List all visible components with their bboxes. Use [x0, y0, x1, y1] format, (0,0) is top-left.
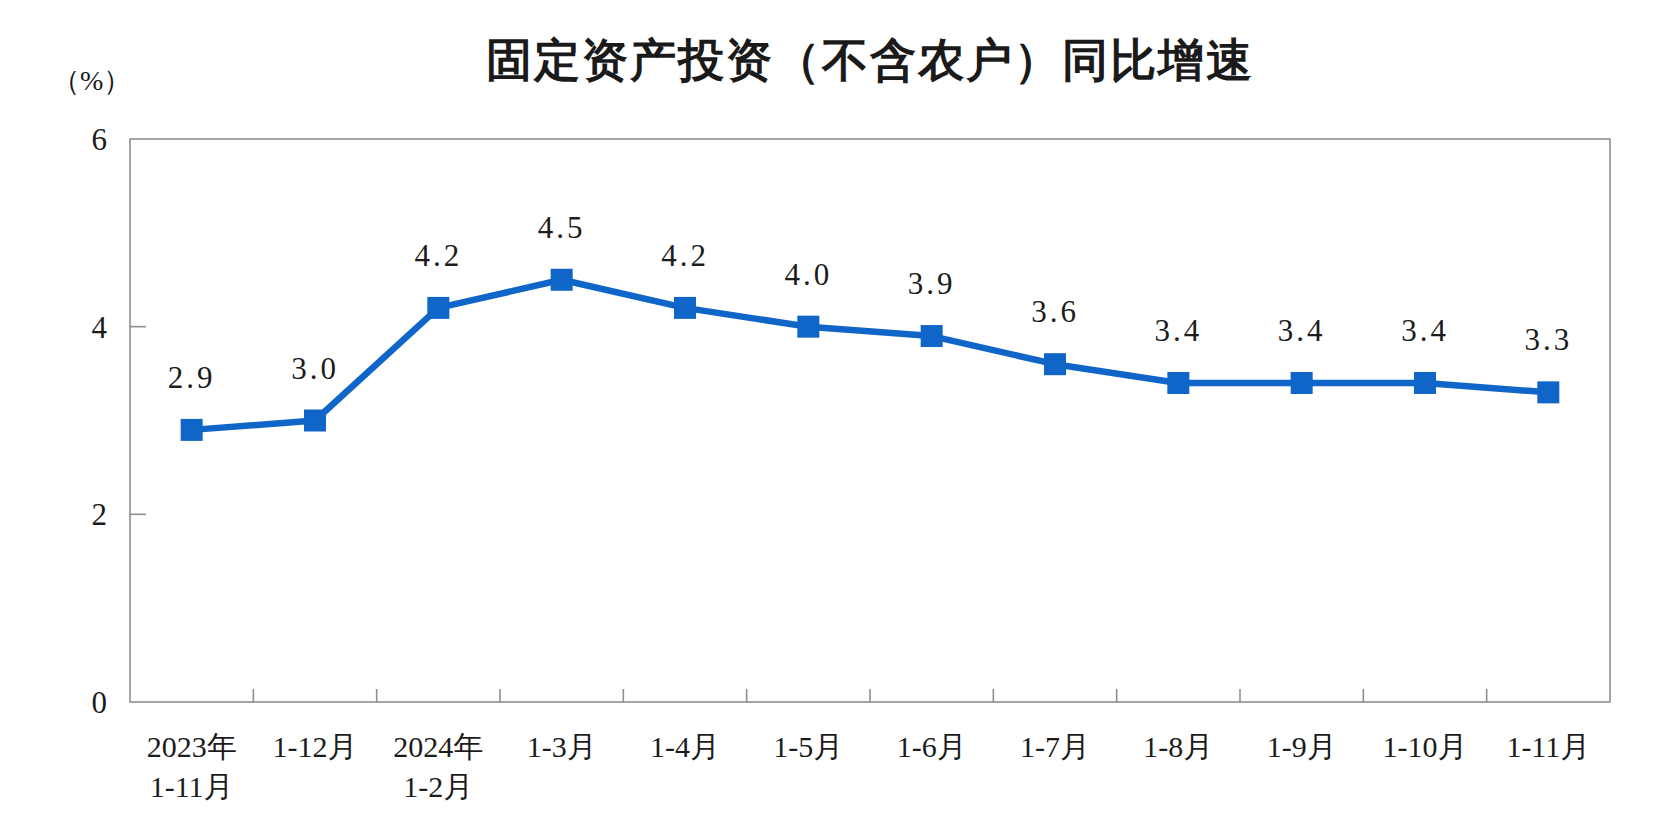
data-point-label: 3.4: [1154, 313, 1202, 348]
data-point-label: 2.9: [168, 360, 216, 395]
chart-screen: 固定资产投资（不含农户）同比增速 （%） 02462023年1-11月1-12月…: [0, 0, 1662, 834]
x-axis-label: 1-8月: [1143, 730, 1213, 763]
data-point-marker: [1044, 353, 1066, 375]
x-axis-label: 1-4月: [650, 730, 720, 763]
data-point-label: 4.0: [784, 257, 832, 292]
data-point-label: 3.3: [1524, 322, 1572, 357]
x-axis-label: 1-11月: [1506, 730, 1590, 763]
data-point-marker: [551, 269, 573, 291]
data-point-marker: [1414, 372, 1436, 394]
line-chart: 0 2 4 6 2023年1-11月 1-12月 2024年1-2月 1-3月 1-4月 1-5月…: [0, 0, 1662, 834]
y-axis-tick-label: 0: [92, 685, 108, 720]
x-axis-label: 1-7月: [1020, 730, 1090, 763]
data-point-marker: [304, 410, 326, 432]
data-point-marker: [921, 325, 943, 347]
plot-border: [130, 139, 1610, 702]
data-point-marker: [427, 297, 449, 319]
data-point-label: 4.2: [414, 238, 462, 273]
y-axis-tick-label: 6: [92, 122, 108, 157]
x-axis-label: 1-9月: [1267, 730, 1337, 763]
data-point-marker: [1291, 372, 1313, 394]
data-point-label: 3.4: [1401, 313, 1449, 348]
y-axis-tick-label: 4: [92, 310, 108, 345]
x-axis-label: 2023年1-11月: [147, 730, 237, 803]
data-point-marker: [674, 297, 696, 319]
data-point-label: 3.6: [1031, 294, 1079, 329]
data-point-marker: [1537, 381, 1559, 403]
data-point-marker: [797, 316, 819, 338]
data-point-label: 3.4: [1278, 313, 1326, 348]
data-point-label: 3.0: [291, 351, 339, 386]
x-axis-label: 1-12月: [273, 730, 358, 763]
data-point-label: 3.9: [908, 266, 956, 301]
data-line: [192, 280, 1549, 430]
data-point-marker: [1167, 372, 1189, 394]
data-point-label: 4.2: [661, 238, 709, 273]
x-axis-label: 2024年1-2月: [393, 730, 483, 803]
x-axis-label: 1-10月: [1383, 730, 1468, 763]
y-axis-tick-label: 2: [92, 497, 108, 532]
x-axis-label: 1-5月: [773, 730, 843, 763]
x-axis-label: 1-3月: [527, 730, 597, 763]
data-point-marker: [181, 419, 203, 441]
x-axis-label: 1-6月: [897, 730, 967, 763]
data-point-label: 4.5: [538, 210, 586, 245]
